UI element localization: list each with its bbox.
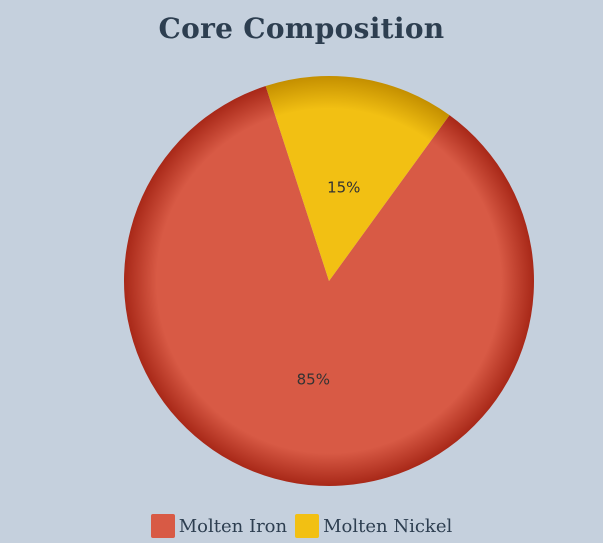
pie-slice-molten-iron[interactable]: [123, 86, 534, 486]
slice-label-molten-iron: 85%: [297, 371, 330, 389]
pie-slice-labels: 85% 15%: [297, 178, 361, 388]
chart-title: Core Composition: [158, 12, 445, 45]
legend-swatch-molten-iron: [150, 514, 175, 538]
legend-label-molten-nickel: Molten Nickel: [323, 515, 453, 537]
legend-item-molten-iron[interactable]: Molten Iron: [150, 514, 288, 538]
legend-swatch-molten-nickel: [295, 514, 320, 538]
legend-label-molten-iron: Molten Iron: [178, 515, 288, 537]
pie-slice-molten-nickel[interactable]: [265, 76, 450, 281]
chart-legend: Molten Iron Molten Nickel: [0, 514, 603, 538]
pie-slices: [123, 76, 534, 486]
slice-label-molten-nickel: 15%: [327, 178, 360, 196]
legend-item-molten-nickel[interactable]: Molten Nickel: [295, 514, 452, 538]
